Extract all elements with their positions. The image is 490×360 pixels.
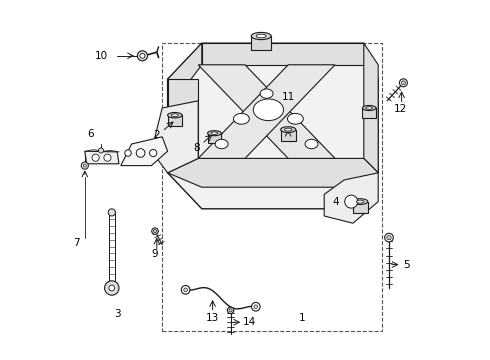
Polygon shape (151, 101, 198, 173)
Polygon shape (208, 133, 221, 143)
Text: 11: 11 (282, 92, 295, 102)
Circle shape (92, 154, 99, 161)
Ellipse shape (363, 105, 376, 111)
Polygon shape (353, 202, 368, 213)
Text: 8: 8 (193, 143, 200, 153)
Ellipse shape (281, 127, 296, 132)
Ellipse shape (215, 139, 228, 149)
Ellipse shape (168, 112, 182, 118)
Circle shape (251, 302, 260, 311)
Polygon shape (198, 65, 335, 158)
Circle shape (140, 53, 145, 58)
Ellipse shape (284, 128, 292, 131)
Circle shape (345, 195, 358, 208)
Polygon shape (251, 36, 271, 50)
Ellipse shape (356, 200, 364, 203)
Polygon shape (168, 115, 182, 126)
Polygon shape (198, 65, 335, 158)
Circle shape (81, 162, 88, 169)
Circle shape (125, 150, 131, 156)
Circle shape (149, 149, 157, 157)
Polygon shape (168, 43, 202, 94)
Ellipse shape (256, 34, 266, 38)
Circle shape (137, 51, 147, 61)
Circle shape (152, 228, 158, 234)
Polygon shape (85, 151, 119, 164)
Ellipse shape (305, 139, 318, 149)
Text: 14: 14 (243, 317, 256, 327)
Polygon shape (202, 43, 364, 65)
Text: 3: 3 (114, 309, 121, 319)
Ellipse shape (171, 114, 178, 117)
Ellipse shape (288, 113, 303, 124)
Circle shape (108, 209, 116, 216)
Circle shape (104, 281, 119, 295)
Ellipse shape (251, 32, 271, 40)
Text: 2: 2 (153, 130, 160, 140)
Circle shape (184, 288, 187, 292)
Polygon shape (324, 173, 378, 223)
Polygon shape (168, 43, 378, 209)
Circle shape (109, 285, 115, 291)
Polygon shape (364, 43, 378, 173)
Circle shape (385, 233, 393, 242)
Text: 10: 10 (95, 51, 108, 61)
Text: 6: 6 (87, 129, 94, 139)
Polygon shape (168, 79, 198, 173)
Text: 13: 13 (206, 312, 219, 323)
Ellipse shape (208, 131, 221, 136)
Ellipse shape (260, 89, 273, 98)
Circle shape (401, 81, 405, 85)
Text: 7: 7 (73, 238, 80, 248)
Polygon shape (363, 108, 376, 118)
Circle shape (136, 149, 145, 157)
Circle shape (104, 154, 111, 161)
Ellipse shape (353, 199, 368, 204)
Ellipse shape (366, 107, 372, 109)
Text: 5: 5 (403, 260, 410, 270)
Circle shape (387, 235, 391, 240)
Ellipse shape (253, 99, 284, 121)
Text: 9: 9 (151, 249, 158, 259)
Text: 4: 4 (332, 197, 339, 207)
Polygon shape (281, 130, 296, 141)
Circle shape (254, 305, 258, 309)
Ellipse shape (211, 132, 218, 134)
Polygon shape (168, 158, 378, 187)
Circle shape (83, 164, 86, 167)
Polygon shape (121, 137, 168, 166)
Circle shape (153, 230, 157, 233)
Ellipse shape (233, 113, 249, 124)
Bar (162, 43, 382, 331)
Text: 1: 1 (299, 312, 306, 323)
Text: 12: 12 (394, 104, 407, 114)
Circle shape (98, 148, 103, 153)
Circle shape (229, 309, 232, 312)
Circle shape (399, 79, 407, 87)
Circle shape (227, 307, 234, 314)
Circle shape (181, 285, 190, 294)
